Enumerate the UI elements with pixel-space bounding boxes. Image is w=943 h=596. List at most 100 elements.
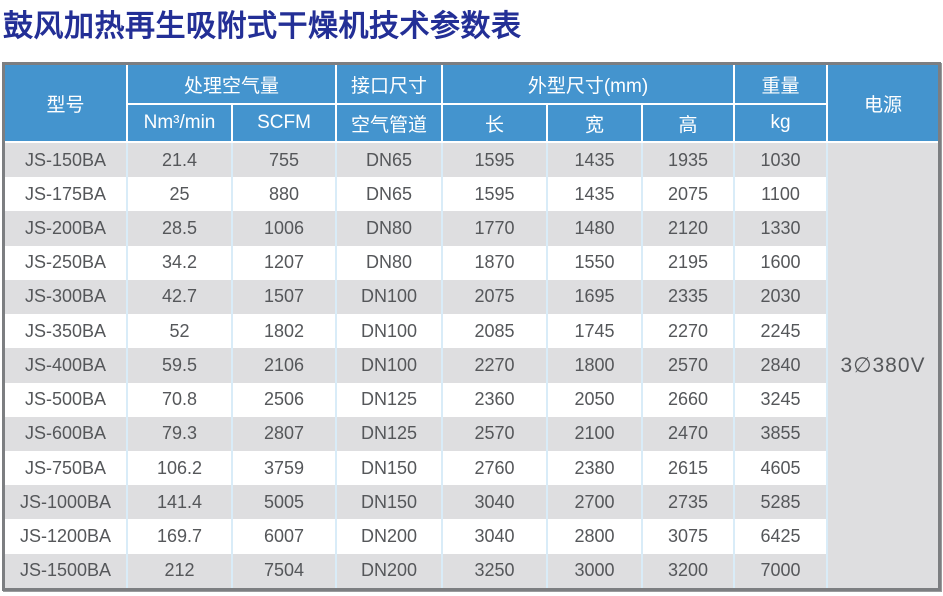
cell-kg: 2245 [735,314,829,349]
header-kg: kg [735,105,829,143]
cell-height: 2470 [643,416,736,451]
table-row: JS-350BA 52 1802 DN100 2085 1745 2270 2245 [5,314,938,349]
table-row: JS-175BA 25 880 DN65 1595 1435 2075 1100 [5,177,938,212]
cell-length: 3040 [443,519,549,554]
cell-kg: 1600 [735,245,829,280]
cell-length: 3250 [443,553,549,588]
cell-width: 1550 [548,245,644,280]
cell-length: 3040 [443,485,549,520]
cell-height: 2120 [643,211,736,246]
page-title: 鼓风加热再生吸附式干燥机技术参数表 [3,10,522,43]
cell-model: JS-150BA [5,143,128,178]
cell-kg: 1330 [735,211,829,246]
table-row: JS-1200BA 169.7 6007 DN200 3040 2800 3075 6425 [5,519,938,554]
cell-width: 1745 [548,314,644,349]
power-supply-cell: 3∅380V [828,143,939,588]
cell-scfm: 5005 [233,485,338,520]
cell-kg: 3855 [735,416,829,451]
cell-kg: 7000 [735,553,829,588]
header-height: 高 [643,105,736,143]
cell-width: 1480 [548,211,644,246]
cell-height: 2075 [643,177,736,212]
cell-model: JS-200BA [5,211,128,246]
cell-length: 2570 [443,416,549,451]
cell-kg: 4605 [735,450,829,486]
cell-kg: 2030 [735,279,829,315]
cell-height: 2570 [643,348,736,383]
cell-pipe: DN80 [337,245,444,280]
cell-width: 1435 [548,143,644,178]
header-nm3-min: Nm³/min [128,105,233,143]
header-weight-group: 重量 [735,65,829,105]
table-body: JS-150BA 21.4 755 DN65 1595 1435 1935 1030 3∅380… [5,143,939,588]
cell-height: 2615 [643,450,736,486]
cell-length: 2270 [443,348,549,383]
header-model: 型号 [5,65,128,143]
cell-scfm: 2807 [233,416,338,451]
cell-pipe: DN200 [337,519,444,554]
header-interface-group: 接口尺寸 [337,65,444,105]
cell-width: 2050 [548,382,644,417]
spec-table: 型号 处理空气量 接口尺寸 外型尺寸(mm) 重量 电源 Nm³/min SCF… [2,62,942,591]
cell-pipe: DN100 [337,348,444,383]
cell-pipe: DN100 [337,314,444,349]
cell-scfm: 2106 [233,348,338,383]
cell-nm3-min: 42.7 [128,279,233,315]
cell-kg: 5285 [735,485,829,520]
cell-pipe: DN65 [337,143,444,178]
cell-scfm: 880 [233,177,338,212]
cell-scfm: 3759 [233,450,338,486]
header-row-groups: 型号 处理空气量 接口尺寸 外型尺寸(mm) 重量 电源 [5,65,939,143]
cell-nm3-min: 106.2 [128,450,233,486]
header-scfm: SCFM [233,105,338,143]
cell-height: 2195 [643,245,736,280]
cell-nm3-min: 59.5 [128,348,233,383]
cell-scfm: 1507 [233,279,338,315]
cell-model: JS-500BA [5,382,128,417]
cell-scfm: 7504 [233,553,338,588]
cell-model: JS-300BA [5,279,128,315]
cell-width: 2100 [548,416,644,451]
cell-height: 2660 [643,382,736,417]
cell-height: 2735 [643,485,736,520]
table-row: JS-150BA 21.4 755 DN65 1595 1435 1935 1030 3∅380… [5,143,939,588]
cell-nm3-min: 28.5 [128,211,233,246]
table-row: JS-1000BA 141.4 5005 DN150 3040 2700 2735 5285 [5,485,938,520]
cell-height: 3075 [643,519,736,554]
table-header: 型号 处理空气量 接口尺寸 外型尺寸(mm) 重量 电源 Nm³/min SCF… [5,65,939,143]
cell-pipe: DN100 [337,279,444,315]
cell-scfm: 1802 [233,314,338,349]
cell-scfm: 1006 [233,211,338,246]
cell-model: JS-400BA [5,348,128,383]
cell-scfm: 755 [233,143,338,178]
cell-kg: 3245 [735,382,829,417]
cell-height: 2335 [643,279,736,315]
cell-width: 1800 [548,348,644,383]
cell-length: 2360 [443,382,549,417]
cell-length: 1870 [443,245,549,280]
cell-width: 1695 [548,279,644,315]
cell-kg: 1100 [735,177,829,212]
cell-width: 1435 [548,177,644,212]
cell-pipe: DN200 [337,553,444,588]
cell-nm3-min: 141.4 [128,485,233,520]
cell-width: 2700 [548,485,644,520]
header-length: 长 [443,105,549,143]
table-row: JS-200BA 28.5 1006 DN80 1770 1480 2120 1330 [5,211,938,246]
cell-kg: 1030 [735,143,829,178]
cell-model: JS-350BA [5,314,128,349]
table-row: JS-400BA 59.5 2106 DN100 2270 1800 2570 2840 [5,348,938,383]
cell-length: 2085 [443,314,549,349]
cell-nm3-min: 34.2 [128,245,233,280]
cell-pipe: DN65 [337,177,444,212]
cell-pipe: DN125 [337,416,444,451]
header-row-units: Nm³/min SCFM 空气管道 长 宽 高 kg [5,105,938,143]
cell-nm3-min: 70.8 [128,382,233,417]
cell-model: JS-175BA [5,177,128,212]
cell-length: 1770 [443,211,549,246]
cell-scfm: 1207 [233,245,338,280]
table-row: JS-750BA 106.2 3759 DN150 2760 2380 2615 4605 [5,450,938,486]
cell-nm3-min: 79.3 [128,416,233,451]
cell-width: 3000 [548,553,644,588]
